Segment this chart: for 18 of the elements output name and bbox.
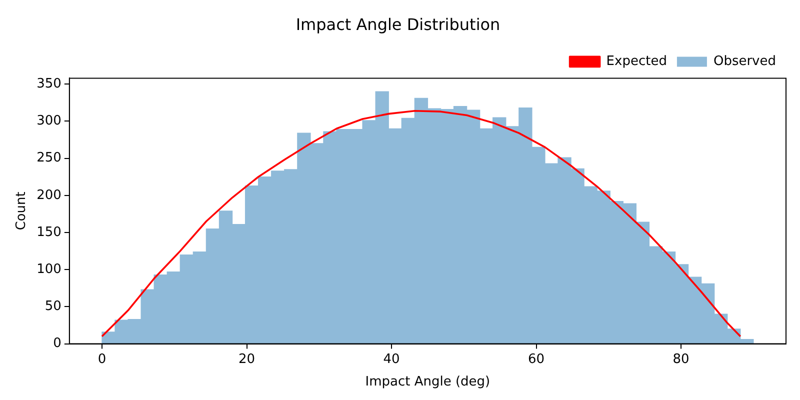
y-tick-label: 300	[36, 114, 62, 129]
y-axis-title: Count	[14, 192, 30, 230]
legend-label: Observed	[713, 54, 776, 70]
y-tick-label: 0	[53, 336, 62, 352]
x-axis-title: Impact Angle (deg)	[365, 374, 490, 390]
x-tick-label: 80	[672, 352, 690, 367]
legend-label: Expected	[606, 54, 667, 70]
y-tick-label: 350	[36, 76, 62, 92]
y-tick-label: 50	[44, 299, 62, 314]
x-tick-label: 60	[528, 352, 545, 367]
x-tick-label: 40	[383, 352, 400, 367]
y-tick-label: 150	[36, 224, 62, 240]
y-tick-label: 100	[36, 262, 62, 277]
x-tick-label: 0	[98, 352, 106, 367]
y-tick-label: 200	[36, 188, 62, 203]
chart-title: Impact Angle Distribution	[296, 14, 500, 34]
x-tick-label: 20	[238, 352, 256, 367]
y-tick-label: 250	[36, 150, 62, 166]
